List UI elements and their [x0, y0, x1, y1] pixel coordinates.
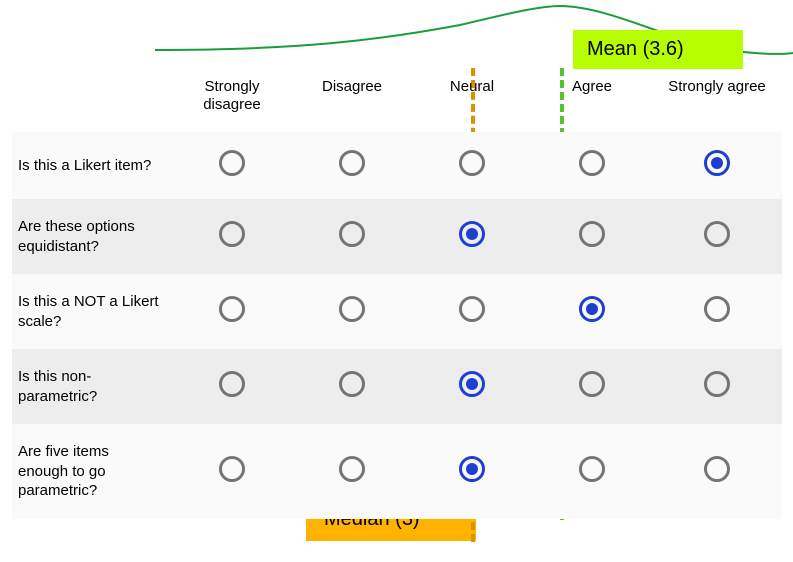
radio-cell [292, 274, 412, 349]
radio-cell [172, 349, 292, 424]
header-option: Neural [412, 68, 532, 132]
radio-icon[interactable] [339, 296, 365, 322]
radio-cell [652, 274, 782, 349]
radio-cell [652, 199, 782, 274]
radio-icon[interactable] [339, 150, 365, 176]
radio-selected-icon[interactable] [579, 296, 605, 322]
radio-selected-icon[interactable] [459, 456, 485, 482]
radio-selected-icon[interactable] [459, 371, 485, 397]
radio-cell [172, 199, 292, 274]
row-label: Are five items enough to go parametric? [12, 424, 172, 519]
radio-icon[interactable] [219, 371, 245, 397]
mean-badge: Mean (3.6) [573, 30, 743, 69]
row-label: Are these options equidistant? [12, 199, 172, 274]
header-blank [12, 68, 172, 132]
radio-cell [532, 274, 652, 349]
radio-cell [292, 349, 412, 424]
radio-selected-icon[interactable] [459, 221, 485, 247]
radio-cell [292, 132, 412, 199]
radio-cell [652, 424, 782, 519]
radio-cell [532, 132, 652, 199]
row-label: Is this non-parametric? [12, 349, 172, 424]
radio-icon[interactable] [219, 150, 245, 176]
table-row: Are these options equidistant? [12, 199, 782, 274]
radio-cell [532, 349, 652, 424]
row-label: Is this a NOT a Likert scale? [12, 274, 172, 349]
radio-cell [172, 274, 292, 349]
radio-icon[interactable] [704, 371, 730, 397]
radio-cell [412, 349, 532, 424]
table-row: Is this a Likert item? [12, 132, 782, 199]
table-row: Is this non-parametric? [12, 349, 782, 424]
radio-icon[interactable] [704, 221, 730, 247]
radio-icon[interactable] [579, 221, 605, 247]
radio-selected-icon[interactable] [704, 150, 730, 176]
header-row: Strongly disagreeDisagreeNeuralAgreeStro… [12, 68, 782, 132]
radio-icon[interactable] [339, 221, 365, 247]
row-label: Is this a Likert item? [12, 132, 172, 199]
header-option: Strongly agree [652, 68, 782, 132]
radio-cell [172, 424, 292, 519]
radio-cell [652, 132, 782, 199]
radio-icon[interactable] [459, 150, 485, 176]
radio-icon[interactable] [579, 150, 605, 176]
radio-icon[interactable] [219, 456, 245, 482]
header-option: Strongly disagree [172, 68, 292, 132]
radio-cell [652, 349, 782, 424]
mean-label: Mean (3.6) [587, 38, 684, 60]
radio-icon[interactable] [704, 296, 730, 322]
radio-cell [412, 199, 532, 274]
radio-icon[interactable] [579, 371, 605, 397]
radio-cell [532, 424, 652, 519]
radio-cell [412, 274, 532, 349]
radio-icon[interactable] [339, 456, 365, 482]
radio-cell [172, 132, 292, 199]
radio-icon[interactable] [219, 221, 245, 247]
radio-cell [412, 424, 532, 519]
radio-icon[interactable] [704, 456, 730, 482]
table-row: Is this a NOT a Likert scale? [12, 274, 782, 349]
radio-icon[interactable] [579, 456, 605, 482]
radio-icon[interactable] [459, 296, 485, 322]
table-row: Are five items enough to go parametric? [12, 424, 782, 519]
radio-icon[interactable] [219, 296, 245, 322]
radio-cell [532, 199, 652, 274]
header-option: Agree [532, 68, 652, 132]
likert-table: Strongly disagreeDisagreeNeuralAgreeStro… [12, 68, 782, 519]
radio-cell [412, 132, 532, 199]
radio-cell [292, 199, 412, 274]
header-option: Disagree [292, 68, 412, 132]
radio-cell [292, 424, 412, 519]
radio-icon[interactable] [339, 371, 365, 397]
